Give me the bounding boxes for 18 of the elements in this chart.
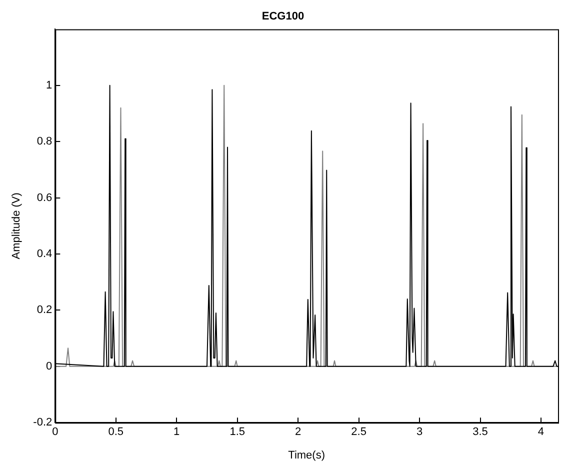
x-tick-label: 1.5 <box>230 426 245 438</box>
x-tick-label: 3 <box>416 426 423 438</box>
x-axis-title: Time(s) <box>288 449 326 462</box>
chart-title: ECG100 <box>262 10 304 23</box>
x-tick-label: 2.5 <box>351 426 366 438</box>
x-tick-label: 2 <box>295 426 302 438</box>
x-tick-label: 1 <box>174 426 180 438</box>
y-tick-label: 0.6 <box>36 192 52 204</box>
x-tick-label: 3.5 <box>472 426 488 438</box>
y-axis-title: Amplitude (V) <box>10 192 23 260</box>
x-tick-label: 4 <box>538 426 544 438</box>
y-tick-label: 1 <box>46 79 52 92</box>
y-tick-label: 0 <box>46 360 52 372</box>
x-tick-label: 0.5 <box>108 426 124 438</box>
y-tick-label: 0.8 <box>36 136 52 148</box>
y-tick-label: 0.2 <box>36 304 52 316</box>
y-tick-label: 0.4 <box>36 248 52 260</box>
y-tick-label: -0.2 <box>33 416 52 429</box>
